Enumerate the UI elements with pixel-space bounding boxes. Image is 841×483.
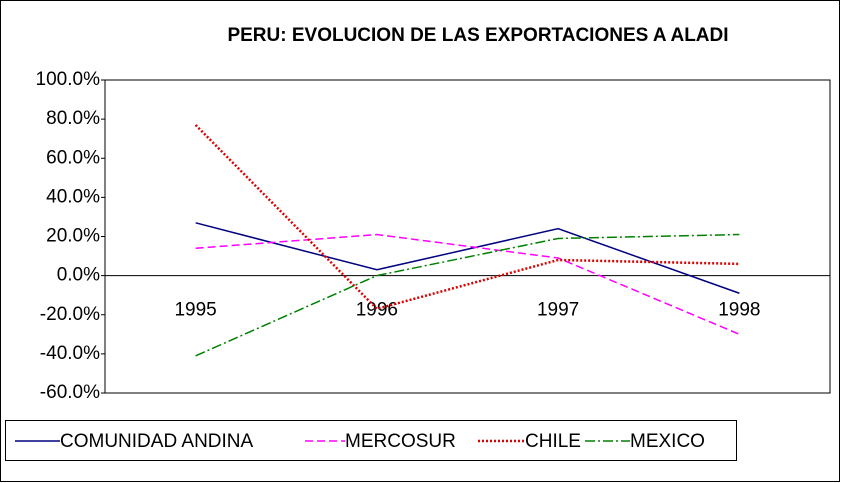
chart-title: PERU: EVOLUCION DE LAS EXPORTACIONES A A… [227, 25, 728, 46]
y-tick-label: 80.0% [46, 108, 100, 129]
legend-frame [5, 420, 737, 461]
y-tick-label: 20.0% [46, 226, 100, 247]
y-tick-label: 40.0% [46, 186, 100, 207]
series-line [194, 124, 740, 311]
y-tick-label: -20.0% [40, 304, 100, 325]
legend-label: MERCOSUR [345, 431, 456, 452]
x-tick-label: 1998 [718, 300, 760, 321]
legend-label: COMUNIDAD ANDINA [60, 431, 254, 452]
y-tick-label: 60.0% [46, 147, 100, 168]
series-line [195, 233, 740, 357]
x-tick-label: 1996 [356, 300, 398, 321]
y-tick-label: 0.0% [57, 265, 100, 286]
y-tick-label: -60.0% [40, 382, 100, 403]
legend-label: MEXICO [630, 431, 705, 452]
x-tick-label: 1995 [174, 300, 216, 321]
series-line [195, 233, 740, 336]
x-tick-label: 1997 [537, 300, 579, 321]
legend-label: CHILE [525, 431, 581, 452]
y-tick-label: 100.0% [36, 69, 101, 90]
y-tick-label: -40.0% [40, 343, 100, 364]
